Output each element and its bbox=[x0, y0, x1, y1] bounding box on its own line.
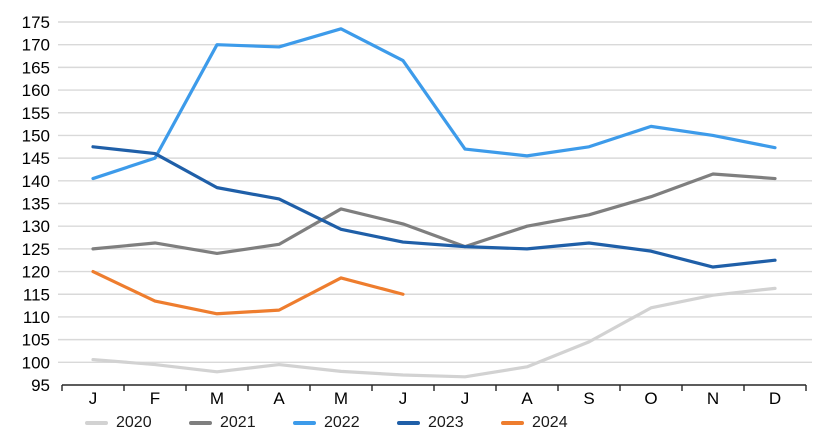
x-tick-label: J bbox=[461, 389, 470, 406]
x-tick-label: A bbox=[521, 389, 533, 406]
x-tick-label: M bbox=[334, 389, 348, 406]
legend-label-2023: 2023 bbox=[428, 414, 464, 431]
legend-swatch-2022 bbox=[293, 421, 316, 425]
y-tick-label: 130 bbox=[22, 217, 50, 236]
y-tick-label: 165 bbox=[22, 58, 50, 77]
y-tick-label: 145 bbox=[22, 149, 50, 168]
x-tick-label: O bbox=[644, 389, 657, 406]
legend-item-2023: 2023 bbox=[397, 415, 501, 431]
series-line-2021 bbox=[91, 172, 777, 256]
y-tick-label: 170 bbox=[22, 36, 50, 55]
legend-item-2020: 2020 bbox=[85, 415, 189, 431]
y-tick-label: 175 bbox=[22, 13, 50, 32]
chart-svg: 95 100 105 110 115 120 125 130 135 140 145 150 155 16… bbox=[22, 13, 812, 408]
x-tick-label: J bbox=[399, 389, 408, 406]
legend-swatch-2021 bbox=[189, 421, 212, 425]
y-tick-label: 100 bbox=[22, 353, 50, 372]
x-tick-label: M bbox=[210, 389, 224, 406]
x-tick-label: A bbox=[273, 389, 285, 406]
y-tick-label: 105 bbox=[22, 331, 50, 350]
y-tick-label: 155 bbox=[22, 104, 50, 123]
x-tick-label: D bbox=[769, 389, 781, 406]
series-line-2023 bbox=[91, 145, 777, 269]
legend-item-2021: 2021 bbox=[189, 415, 293, 431]
x-tick-label: F bbox=[150, 389, 160, 406]
series-line-2022 bbox=[91, 27, 777, 181]
legend-swatch-2020 bbox=[85, 421, 108, 425]
series-line-2020 bbox=[91, 286, 777, 379]
legend-swatch-2023 bbox=[397, 421, 420, 425]
y-tick-label: 110 bbox=[23, 308, 50, 327]
y-tick-label: 115 bbox=[23, 285, 50, 304]
legend-item-2022: 2022 bbox=[293, 415, 397, 431]
y-tick-label: 120 bbox=[22, 263, 50, 282]
chart-legend: 2020 2021 2022 2023 2024 bbox=[0, 406, 820, 440]
legend-label-2021: 2021 bbox=[220, 414, 256, 431]
y-tick-label: 95 bbox=[31, 376, 50, 395]
legend-label-2020: 2020 bbox=[116, 414, 152, 431]
y-tick-label: 135 bbox=[22, 195, 50, 214]
y-tick-label: 140 bbox=[22, 172, 50, 191]
x-tick-label: N bbox=[707, 389, 719, 406]
y-tick-label: 125 bbox=[22, 240, 50, 259]
legend-swatch-2024 bbox=[501, 421, 524, 425]
x-tick-label: S bbox=[583, 389, 594, 406]
legend-label-2024: 2024 bbox=[532, 414, 568, 431]
legend-label-2022: 2022 bbox=[324, 414, 360, 431]
y-tick-label: 160 bbox=[22, 81, 50, 100]
legend-item-2024: 2024 bbox=[501, 415, 605, 431]
series-line-2024 bbox=[91, 269, 405, 316]
y-tick-label: 150 bbox=[22, 126, 50, 145]
x-tick-label: J bbox=[89, 389, 98, 406]
